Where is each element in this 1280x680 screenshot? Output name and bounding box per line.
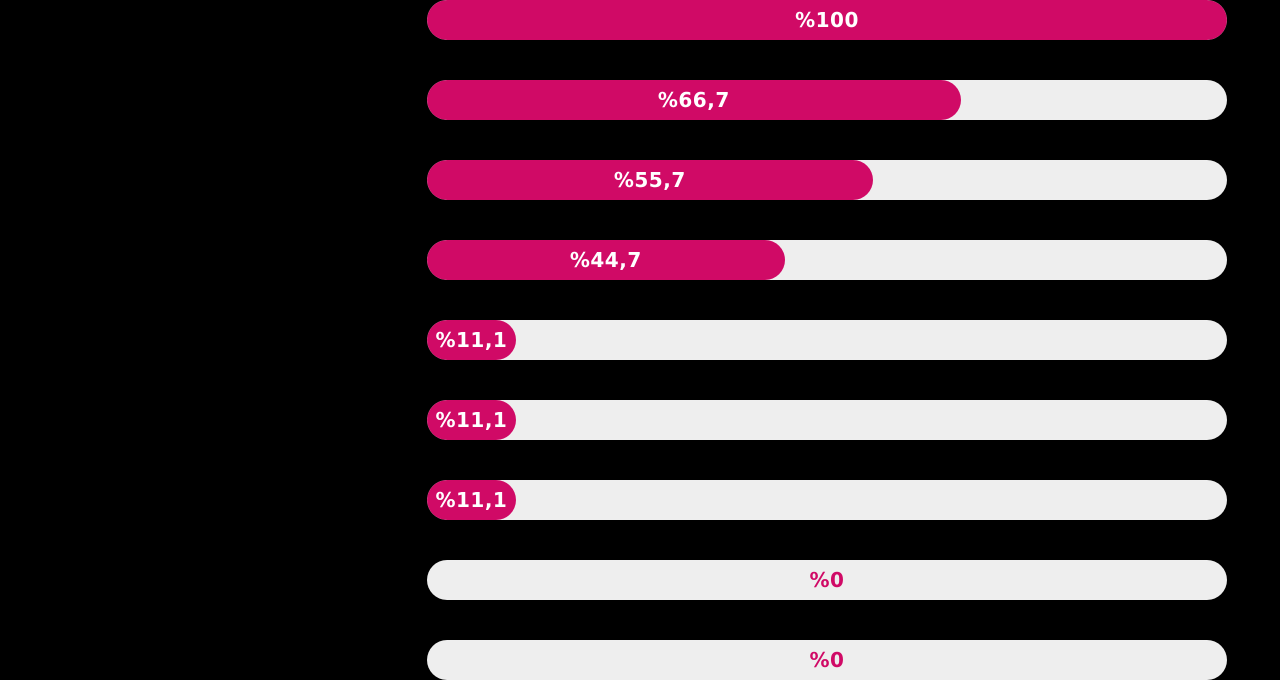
bar-track: %44,7 — [427, 240, 1227, 280]
bar-track: %0 — [427, 560, 1227, 600]
bar-value-label: %100 — [795, 8, 859, 32]
bar-row: %11,1 — [427, 480, 1227, 520]
bar-row: %55,7 — [427, 160, 1227, 200]
bar-row: %66,7 — [427, 80, 1227, 120]
bar-row: %44,7 — [427, 240, 1227, 280]
bar-fill: %44,7 — [427, 240, 785, 280]
bar-value-label: %0 — [809, 648, 845, 672]
bar-track: %11,1 — [427, 480, 1227, 520]
bar-fill: %11,1 — [427, 320, 516, 360]
bar-fill: %0 — [427, 640, 1227, 680]
bar-fill: %0 — [427, 560, 1227, 600]
bar-track: %11,1 — [427, 320, 1227, 360]
bar-track: %100 — [427, 0, 1227, 40]
bar-value-label: %11,1 — [435, 408, 508, 432]
bar-track: %0 — [427, 640, 1227, 680]
bar-row: %100 — [427, 0, 1227, 40]
bar-fill: %66,7 — [427, 80, 961, 120]
bar-value-label: %11,1 — [435, 328, 508, 352]
bar-track: %55,7 — [427, 160, 1227, 200]
bar-row: %0 — [427, 560, 1227, 600]
bar-track: %11,1 — [427, 400, 1227, 440]
bar-fill: %11,1 — [427, 480, 516, 520]
bar-fill: %55,7 — [427, 160, 873, 200]
bar-value-label: %44,7 — [569, 248, 642, 272]
bar-row: %11,1 — [427, 400, 1227, 440]
bar-chart: %100 %66,7 %55,7 %44,7 %11,1 — [427, 0, 1227, 680]
bar-value-label: %11,1 — [435, 488, 508, 512]
bar-row: %0 — [427, 640, 1227, 680]
bar-track: %66,7 — [427, 80, 1227, 120]
bar-value-label: %66,7 — [657, 88, 730, 112]
bar-value-label: %55,7 — [613, 168, 686, 192]
bar-row: %11,1 — [427, 320, 1227, 360]
bar-fill: %11,1 — [427, 400, 516, 440]
bar-value-label: %0 — [809, 568, 845, 592]
bar-fill: %100 — [427, 0, 1227, 40]
